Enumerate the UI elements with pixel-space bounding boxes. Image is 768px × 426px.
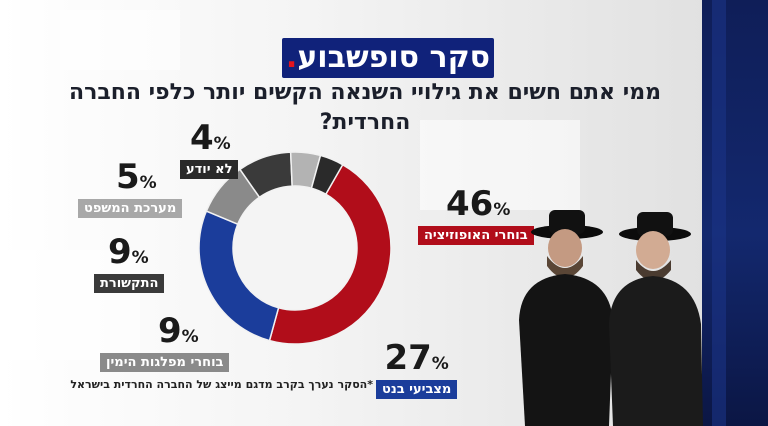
percent-sign: %	[493, 200, 511, 220]
category-tag: מערכת המשפט	[78, 199, 183, 218]
value-opposition: 46%	[418, 184, 534, 224]
donut-hole	[234, 187, 356, 309]
percent-sign: %	[139, 173, 157, 193]
background-block	[60, 10, 180, 70]
value-bennett: 27%	[376, 338, 457, 378]
value-number: 46	[446, 184, 494, 224]
label-opposition: 46% בוחרי האופוזיציה	[418, 184, 534, 245]
logo-text: סקר סופשבוע	[297, 40, 491, 75]
man-left	[519, 210, 613, 426]
label-media: 9% התקשורת	[94, 232, 165, 293]
value-number: 9	[108, 232, 132, 272]
category-tag: התקשורת	[94, 274, 165, 293]
logo-dot: .	[285, 40, 298, 75]
slice-dont-know	[310, 154, 344, 196]
value-number: 9	[158, 311, 182, 351]
label-legal-system: 5% מערכת המשפט	[78, 157, 183, 218]
percent-sign: %	[431, 354, 449, 374]
label-right-parties: 9% בוחרי מפלגות הימין	[100, 311, 230, 372]
category-tag: לא יודע	[180, 160, 239, 179]
value-right-parties: 9%	[100, 311, 229, 351]
man-right	[609, 212, 703, 426]
survey-question: ממי אתם חשים את גילויי השנאה הקשים יותר …	[68, 80, 662, 135]
percent-sign: %	[213, 134, 231, 154]
value-legal-system: 5%	[78, 157, 182, 197]
value-number: 27	[384, 338, 432, 378]
percent-sign: %	[181, 327, 199, 347]
donut-chart	[198, 151, 392, 345]
label-bennett: 27% מצביעי בנט	[376, 338, 458, 399]
value-number: 5	[116, 157, 140, 197]
value-media: 9%	[94, 232, 164, 272]
accent-stripe	[712, 0, 726, 426]
footnote: *הסקר נערך בקרב מדגם מייצג של החברה החרד…	[70, 378, 373, 391]
category-tag: בוחרי מפלגות הימין	[100, 353, 230, 372]
category-tag: בוחרי האופוזיציה	[418, 226, 534, 245]
right-accent-band	[702, 0, 768, 426]
value-dont-know: 4%	[180, 118, 238, 158]
label-dont-know: 4% לא יודע	[180, 118, 239, 179]
men-illustration	[519, 210, 703, 426]
value-number: 4	[190, 118, 214, 158]
category-tag: מצביעי בנט	[376, 380, 458, 399]
percent-sign: %	[131, 248, 149, 268]
survey-logo: סקר סופשבוע.	[282, 38, 494, 78]
background-block	[0, 250, 140, 360]
background-block	[420, 120, 580, 210]
slice-opposition	[268, 163, 392, 345]
